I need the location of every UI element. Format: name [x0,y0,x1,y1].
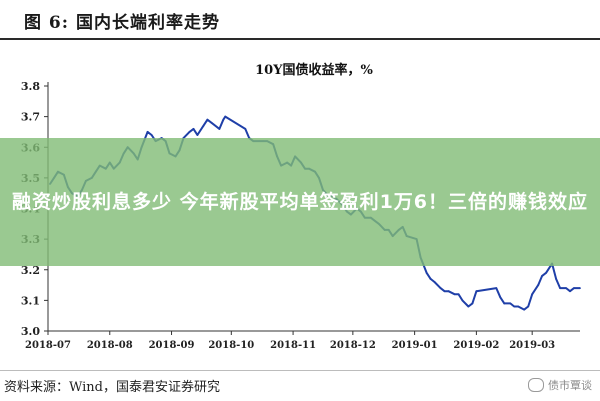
data-point [531,293,534,296]
data-point [555,278,557,280]
data-point [573,287,575,290]
x-tick-label: 2019-01 [392,340,438,351]
data-point [210,121,213,124]
data-point [425,271,428,274]
x-tick-label: 2018-07 [25,340,71,351]
watermark: 债市覃谈 [528,377,592,393]
data-point [429,278,432,280]
x-tick-label: 2018-10 [208,340,254,351]
data-point [196,134,199,136]
y-tick-label: 3.0 [21,325,40,338]
x-tick-label: 2019-02 [453,340,499,351]
data-point [503,302,506,305]
data-point [537,284,540,286]
data-point [541,274,544,277]
data-point [202,124,205,127]
data-point [188,131,191,133]
data-point [545,271,548,274]
data-point [222,118,225,121]
data-point [206,118,209,121]
data-point [218,127,221,130]
data-point [517,305,520,308]
x-tick-label: 2018-11 [270,340,316,351]
x-tick-label: 2019-03 [509,340,555,351]
data-point [244,127,247,130]
data-point [495,287,498,290]
data-point [146,131,149,133]
y-tick-label: 3.2 [21,264,40,277]
overlay-banner[interactable]: 融资炒股利息多少 今年新股平均单签盈利1万6！三倍的赚钱效应 [0,138,600,266]
data-point [471,302,474,305]
x-tick-label: 2018-08 [87,340,133,351]
data-point [475,290,478,293]
data-point [439,287,442,290]
wechat-icon [528,378,544,392]
data-point [523,308,526,311]
data-point [192,127,195,130]
data-point [513,305,516,308]
data-point [447,290,450,293]
x-tick-label: 2018-09 [149,340,195,351]
data-point [461,299,464,302]
data-point [565,287,567,290]
data-point [150,134,153,136]
data-point [569,290,571,293]
y-tick-label: 3.1 [21,294,40,307]
banner-headline[interactable]: 融资炒股利息多少 今年新股平均单签盈利1万6！三倍的赚钱效应 [11,191,589,213]
figure-title: 图 6: 国内长端利率走势 [24,13,220,33]
data-point [453,293,456,296]
data-point [559,287,561,290]
source-footer: 资料来源：Wind，国泰君安证券研究 债市覃谈 [0,370,600,401]
figure-header: 图 6: 国内长端利率走势 [0,0,600,44]
y-tick-label: 3.7 [21,111,40,124]
data-point [457,293,460,296]
chart-title: 10Y国债收益率，% [255,62,373,78]
data-point [509,302,512,305]
data-point [224,115,227,118]
data-point [433,281,436,283]
source-note: 资料来源：Wind，国泰君安证券研究 [4,380,220,395]
data-point [443,290,446,293]
data-point [467,305,470,308]
data-point [579,287,581,290]
data-point [527,305,530,308]
x-tick-label: 2018-12 [330,340,376,351]
data-point [499,296,502,299]
header-divider [0,38,600,40]
y-tick-label: 3.8 [21,80,40,93]
watermark-label: 债市覃谈 [548,379,592,392]
